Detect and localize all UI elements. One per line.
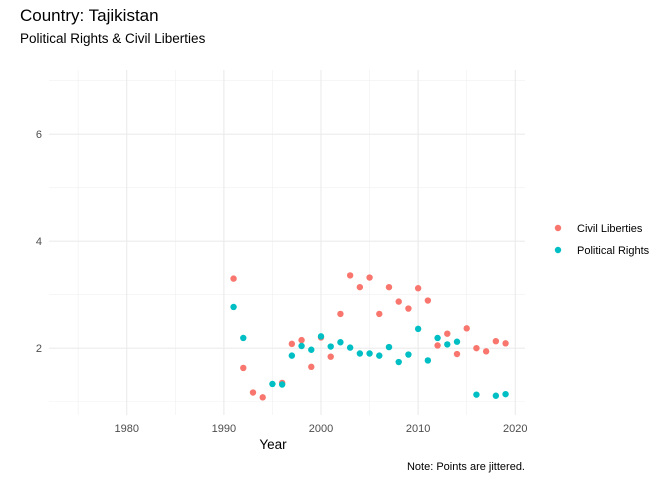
data-point	[405, 305, 412, 312]
data-point	[356, 283, 364, 291]
x-tick-label: 2010	[406, 423, 430, 435]
x-tick-label: 2020	[503, 423, 527, 435]
x-tick-label: 1980	[114, 423, 138, 435]
data-point	[395, 358, 402, 366]
data-point	[230, 275, 237, 282]
data-point	[298, 336, 305, 344]
data-point	[453, 338, 461, 345]
legend-label: Civil Liberties	[577, 223, 643, 235]
x-tick-labels: 1980 1990 2000 2010 2020	[114, 423, 527, 435]
y-tick-label: 4	[36, 236, 42, 248]
data-point	[492, 392, 500, 399]
data-point	[453, 350, 461, 358]
data-point	[385, 343, 393, 351]
data-point	[444, 330, 451, 337]
x-tick-label: 1990	[212, 423, 236, 435]
data-point	[482, 348, 490, 355]
legend-key	[554, 224, 562, 232]
data-point	[395, 298, 402, 305]
legend-key	[554, 246, 562, 254]
data-point	[463, 325, 470, 332]
x-tick-label: 2000	[309, 423, 333, 435]
caption: Note: Points are jittered.	[407, 461, 525, 473]
data-point	[308, 346, 315, 353]
data-point	[298, 342, 305, 350]
data-point	[288, 352, 296, 359]
data-point	[278, 381, 286, 388]
data-point	[424, 297, 432, 304]
data-point	[346, 272, 354, 279]
data-point	[414, 325, 422, 333]
y-tick-labels: 2 4 6	[36, 129, 42, 355]
data-point	[502, 340, 509, 347]
data-point	[288, 340, 296, 348]
data-point	[444, 341, 451, 348]
data-point	[317, 333, 325, 340]
legend-label: Political Rights	[577, 245, 650, 257]
data-point	[240, 334, 247, 342]
data-point	[366, 274, 373, 281]
chart-title: Country: Tajikistan	[20, 6, 159, 25]
data-point	[327, 343, 334, 350]
data-point	[414, 285, 422, 292]
data-point	[424, 357, 432, 364]
data-point	[405, 351, 412, 358]
data-point	[308, 363, 315, 371]
y-tick-label: 2	[36, 343, 42, 355]
chart-subtitle: Political Rights & Civil Liberties	[20, 31, 206, 46]
data-point	[434, 334, 441, 342]
x-axis-title: Year	[259, 437, 287, 452]
data-point	[502, 390, 509, 398]
data-point	[356, 350, 364, 357]
data-point	[337, 339, 344, 346]
data-point	[337, 310, 344, 318]
data-point	[473, 344, 480, 352]
data-point	[385, 283, 393, 291]
grid	[49, 70, 525, 415]
data-point	[376, 310, 383, 318]
data-point	[376, 352, 383, 359]
y-tick-label: 6	[36, 129, 42, 141]
data-point	[346, 344, 354, 351]
data-point	[473, 391, 480, 398]
legend: Civil Liberties Political Rights	[554, 223, 650, 257]
data-point	[230, 303, 237, 311]
data-points	[230, 272, 509, 401]
data-point	[249, 389, 257, 396]
data-point	[259, 394, 266, 401]
data-point	[366, 350, 373, 357]
data-point	[327, 353, 334, 360]
data-point	[434, 342, 441, 349]
data-point	[492, 337, 500, 345]
data-point	[240, 364, 247, 372]
data-point	[269, 380, 276, 388]
